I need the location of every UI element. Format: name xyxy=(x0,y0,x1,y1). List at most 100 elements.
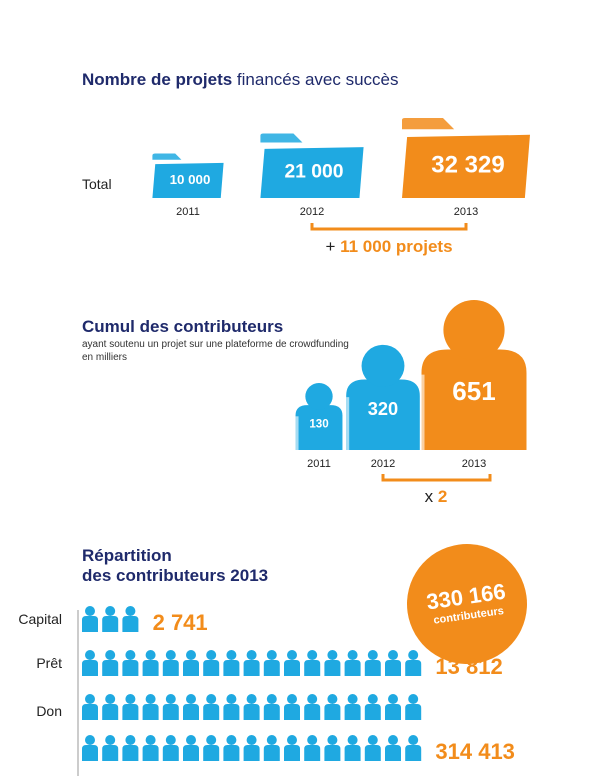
person-head xyxy=(287,735,297,745)
folder-value-label: 21 000 xyxy=(284,160,343,182)
person-icon xyxy=(263,735,280,761)
person-head xyxy=(125,650,136,660)
year-label: 2013 xyxy=(454,206,478,218)
person-body xyxy=(304,704,321,720)
person-head xyxy=(165,650,176,660)
person-body xyxy=(122,745,139,761)
person-body xyxy=(203,745,220,761)
person-icon xyxy=(243,694,260,720)
person-body xyxy=(405,704,422,720)
person-body xyxy=(82,660,98,676)
persons-chart: 130 2011 320 2012 651 2013 x 2 xyxy=(295,300,527,506)
person-icon xyxy=(142,735,159,761)
person-body xyxy=(385,660,401,676)
person-body xyxy=(82,745,98,761)
person-head xyxy=(361,344,405,387)
person-icon xyxy=(324,650,341,676)
person-icon xyxy=(344,735,361,761)
person-arm-line xyxy=(295,416,299,450)
person-icon xyxy=(122,694,139,720)
person-icon xyxy=(223,650,240,676)
folder-icon: 10 000 xyxy=(152,153,224,198)
person-icon xyxy=(82,606,98,632)
person-head xyxy=(388,694,398,704)
person-head xyxy=(266,694,277,704)
person-icon xyxy=(284,650,300,676)
person-body xyxy=(344,745,361,761)
person-head xyxy=(408,735,419,745)
person-head xyxy=(186,694,196,704)
person-head xyxy=(85,606,95,616)
section3-title-line1: Répartition xyxy=(82,546,172,565)
person-head xyxy=(266,735,277,745)
person-icon xyxy=(344,694,361,720)
person-body xyxy=(102,616,119,632)
person-body xyxy=(405,745,422,761)
person-body xyxy=(344,660,361,676)
folder-tab xyxy=(260,133,360,143)
person-icon xyxy=(102,606,119,632)
person-icon xyxy=(142,650,159,676)
person-icon xyxy=(162,735,179,761)
person-icon: 651 xyxy=(421,300,527,450)
person-body xyxy=(421,349,527,450)
person-body xyxy=(102,660,119,676)
person-icon xyxy=(203,694,220,720)
year-label: 2012 xyxy=(371,458,395,470)
person-body xyxy=(183,660,199,676)
person-body xyxy=(122,616,139,632)
folder-front xyxy=(402,134,530,198)
increase-bracket xyxy=(310,223,468,231)
person-body xyxy=(284,745,300,761)
person-head xyxy=(125,735,136,745)
person-icon xyxy=(82,650,98,676)
increase-label: + 11 000 projets xyxy=(325,237,452,256)
section2-subtitle: ayant soutenu un projet sur une platefor… xyxy=(82,338,349,364)
person-head xyxy=(145,650,156,660)
person-head xyxy=(165,694,176,704)
person-icon xyxy=(263,694,280,720)
person-body xyxy=(385,745,401,761)
person-head xyxy=(206,694,217,704)
person-icon xyxy=(304,735,321,761)
person-body xyxy=(324,660,341,676)
person-icon xyxy=(183,735,199,761)
person-head xyxy=(347,650,358,660)
person-head xyxy=(307,694,318,704)
person-body xyxy=(324,745,341,761)
person-body xyxy=(295,405,343,450)
person-icon xyxy=(284,735,300,761)
person-body xyxy=(364,660,381,676)
person-head xyxy=(206,650,217,660)
person-icon xyxy=(344,650,361,676)
person-icon xyxy=(364,694,381,720)
folder-front xyxy=(152,162,224,198)
person-body xyxy=(304,745,321,761)
person-icon xyxy=(405,694,422,720)
person-icon xyxy=(364,650,381,676)
person-body xyxy=(304,660,321,676)
person-icon xyxy=(243,735,260,761)
person-icon xyxy=(385,735,401,761)
person-body xyxy=(223,660,240,676)
section1-title-rest: financés avec succès xyxy=(232,70,399,89)
person-head xyxy=(105,735,116,745)
person-head xyxy=(287,650,297,660)
person-value-label: 130 xyxy=(309,418,328,431)
person-icon xyxy=(122,650,139,676)
person-icon: 320 xyxy=(346,344,420,450)
person-head xyxy=(367,650,378,660)
person-head xyxy=(226,650,237,660)
person-body xyxy=(284,704,300,720)
row-value-label: 314 413 xyxy=(435,739,515,764)
person-head xyxy=(186,735,196,745)
person-head xyxy=(327,694,338,704)
person-body xyxy=(344,704,361,720)
person-head xyxy=(305,382,333,410)
category-label: Prêt xyxy=(36,655,62,671)
person-head xyxy=(307,735,318,745)
total-label: Total xyxy=(82,176,112,192)
person-head xyxy=(408,650,419,660)
person-icon xyxy=(102,694,119,720)
person-body xyxy=(243,660,260,676)
